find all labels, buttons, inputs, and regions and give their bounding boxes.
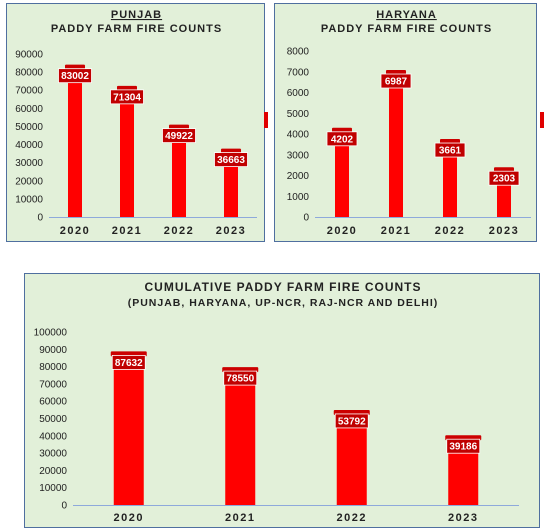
data-label-box — [58, 68, 92, 84]
x-tick-label: 2022 — [164, 225, 194, 237]
y-tick-label: 50000 — [15, 122, 43, 133]
y-tick-label: 40000 — [39, 431, 67, 442]
x-tick-label: 2020 — [114, 512, 144, 524]
y-tick-label: 30000 — [39, 449, 67, 460]
y-tick-label: 10000 — [15, 194, 43, 205]
haryana-chart-panel: HARYANA PADDY FARM FIRE COUNTS 0 1000 2000 30… — [274, 3, 537, 242]
chart-subtitle: PADDY FARM FIRE COUNTS — [51, 23, 222, 35]
y-tick-label: 8000 — [287, 47, 310, 58]
cumulative-chart: CUMULATIVE PADDY FARM FIRE COUNTS (PUNJAB… — [34, 280, 519, 524]
y-tick-label: 80000 — [39, 362, 67, 373]
bar — [68, 66, 82, 217]
data-label: 83002 — [61, 71, 89, 82]
cumulative-chart-panel: CUMULATIVE PADDY FARM FIRE COUNTS (PUNJAB… — [24, 273, 540, 528]
data-label: 78550 — [226, 374, 254, 385]
y-tick-label: 3000 — [287, 150, 310, 161]
data-label-box — [334, 413, 369, 429]
y-tick-label: 90000 — [39, 345, 67, 356]
punjab-chart: PUNJAB PADDY FARM FIRE COUNTS 0 10000 20000 3… — [15, 9, 257, 237]
y-tick-label: 60000 — [15, 104, 43, 115]
y-tick-label: 4000 — [287, 130, 310, 141]
y-tick-label: 10000 — [39, 483, 67, 494]
chart-title: HARYANA — [376, 9, 437, 21]
data-label: 49922 — [165, 131, 193, 142]
y-tick-label: 70000 — [15, 86, 43, 97]
y-tick-label: 100000 — [34, 328, 68, 339]
data-label: 39186 — [449, 442, 477, 453]
data-label-box — [446, 438, 481, 454]
data-label-box — [326, 131, 358, 147]
y-tick-label: 0 — [61, 501, 67, 512]
y-tick-label: 20000 — [39, 466, 67, 477]
x-tick-label: 2021 — [225, 512, 255, 524]
data-label-box — [214, 152, 248, 167]
x-tick-label: 2023 — [216, 225, 246, 237]
data-label-box — [434, 142, 466, 158]
y-tick-label: 80000 — [15, 68, 43, 79]
y-tick-label: 2000 — [287, 171, 310, 182]
y-tick-label: 70000 — [39, 379, 67, 390]
side-marker-right — [540, 112, 544, 128]
chart-title: PUNJAB — [111, 9, 162, 21]
data-label-box — [162, 128, 196, 143]
x-tick-label: 2020 — [327, 225, 357, 237]
bar — [120, 87, 134, 217]
data-label: 2303 — [493, 174, 516, 185]
data-label-box — [223, 370, 258, 386]
y-tick-label: 1000 — [287, 192, 310, 203]
data-label: 3661 — [439, 146, 462, 157]
data-label-box — [111, 354, 146, 370]
chart-title: CUMULATIVE PADDY FARM FIRE COUNTS — [144, 280, 421, 294]
x-tick-label: 2020 — [60, 225, 90, 237]
data-label: 71304 — [113, 92, 141, 103]
y-tick-label: 60000 — [39, 397, 67, 408]
bar — [113, 353, 144, 505]
bar — [443, 141, 457, 217]
y-tick-label: 90000 — [15, 50, 43, 61]
bar — [389, 72, 403, 218]
y-tick-label: 5000 — [287, 109, 310, 120]
bar — [224, 150, 238, 217]
chart-subtitle: (PUNJAB, HARYANA, UP-NCR, RAJ-NCR AND DE… — [128, 297, 439, 309]
bar — [335, 129, 349, 217]
side-marker-left — [264, 112, 268, 128]
chart-subtitle: PADDY FARM FIRE COUNTS — [321, 23, 492, 35]
y-tick-label: 30000 — [15, 158, 43, 169]
y-tick-label: 40000 — [15, 140, 43, 151]
y-tick-label: 20000 — [15, 176, 43, 187]
x-tick-label: 2021 — [112, 225, 142, 237]
data-label-box — [488, 170, 520, 186]
x-tick-label: 2023 — [448, 512, 478, 524]
data-label-box — [110, 89, 144, 105]
data-label: 4202 — [331, 134, 354, 145]
data-label: 6987 — [385, 77, 408, 88]
data-label: 87632 — [115, 358, 143, 369]
y-tick-label: 6000 — [287, 88, 310, 99]
x-tick-label: 2022 — [435, 225, 465, 237]
y-tick-label: 50000 — [39, 414, 67, 425]
y-tick-label: 0 — [303, 213, 309, 224]
bar — [172, 126, 186, 217]
punjab-chart-panel: PUNJAB PADDY FARM FIRE COUNTS 0 10000 20000 3… — [6, 3, 265, 242]
y-tick-label: 7000 — [287, 67, 310, 78]
x-tick-label: 2023 — [489, 225, 519, 237]
data-label: 36663 — [217, 155, 245, 166]
data-label: 53792 — [338, 416, 366, 427]
x-tick-label: 2022 — [337, 512, 367, 524]
haryana-chart: HARYANA PADDY FARM FIRE COUNTS 0 1000 2000 30… — [287, 9, 531, 237]
bar — [225, 369, 256, 505]
x-tick-label: 2021 — [381, 225, 411, 237]
y-tick-label: 0 — [37, 213, 43, 224]
data-label-box — [380, 73, 412, 89]
